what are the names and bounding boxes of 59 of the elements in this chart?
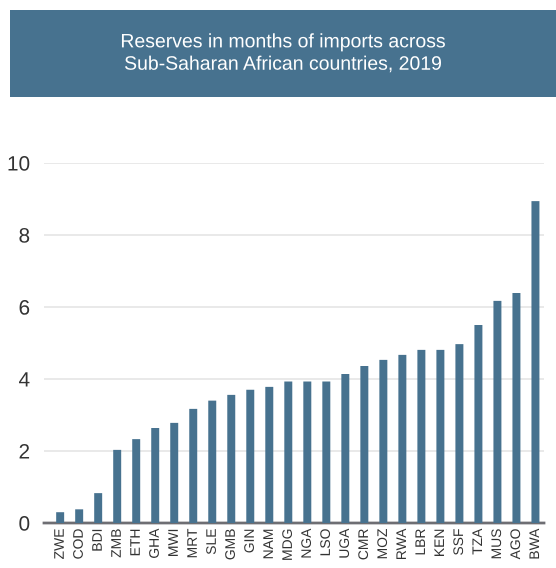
bar xyxy=(284,382,292,523)
y-tick-label: 2 xyxy=(20,444,30,459)
x-tick-label: GMB xyxy=(225,529,235,560)
x-tick-label: CMR xyxy=(358,529,368,560)
x-tick-label: UGA xyxy=(339,528,350,558)
bar xyxy=(227,394,236,523)
x-tick-label: GHA xyxy=(149,528,159,558)
y-tick-label: 10 xyxy=(8,156,30,171)
bar xyxy=(94,493,102,523)
x-tick-label: LBR xyxy=(415,529,425,554)
x-tick-label: TZA xyxy=(472,528,482,554)
y-tick-label: 8 xyxy=(19,228,30,243)
x-tick-label: MRT xyxy=(187,528,197,558)
x-tick-label: COD xyxy=(73,529,83,559)
bar xyxy=(322,382,330,523)
bar xyxy=(360,366,368,523)
bar xyxy=(417,350,426,523)
chart-title: Reserves in months of imports across Sub-Saharan African countries, 2019 xyxy=(122,33,445,72)
x-tick-label: NGA xyxy=(301,528,312,558)
x-tick-label: ZWE xyxy=(54,529,64,559)
y-tick-label: 6 xyxy=(20,300,30,315)
bar xyxy=(56,512,64,523)
x-tick-label: ETH xyxy=(130,530,140,556)
x-tick-label: AGO xyxy=(510,529,520,560)
x-tick-label: SLE xyxy=(206,529,216,554)
bar xyxy=(512,292,520,523)
bar xyxy=(265,386,274,523)
y-tick-label: 0 xyxy=(19,516,30,531)
x-tick-label: MUS xyxy=(491,529,502,558)
bar xyxy=(246,390,254,523)
bar xyxy=(303,382,312,523)
x-tick-label: MDG xyxy=(282,530,292,560)
x-tick-label: SSF xyxy=(453,529,464,555)
bar xyxy=(436,350,444,523)
x-tick-label: KEN xyxy=(434,530,444,556)
bar xyxy=(531,201,540,523)
bar xyxy=(341,374,350,523)
x-tick-label: ZMB xyxy=(111,529,121,558)
bar xyxy=(474,325,482,523)
bar xyxy=(170,422,178,523)
bar xyxy=(455,344,464,523)
x-tick-label: MWI xyxy=(168,530,178,556)
bar xyxy=(398,354,406,523)
bar xyxy=(132,439,140,523)
bar xyxy=(208,400,216,523)
bar xyxy=(113,450,122,523)
x-tick-label: NAM xyxy=(263,530,273,558)
bar xyxy=(379,360,388,523)
x-tick-label: BWA xyxy=(529,528,540,559)
x-tick-label: BDI xyxy=(92,530,102,551)
bar xyxy=(493,300,502,523)
bar xyxy=(75,509,84,523)
bar xyxy=(189,408,198,523)
x-tick-label: RWA xyxy=(396,528,406,560)
bar xyxy=(151,428,160,523)
x-tick-label: GIN xyxy=(244,530,254,553)
x-tick-label: LSO xyxy=(320,529,330,556)
y-tick-label: 4 xyxy=(19,372,30,387)
x-tick-label: MOZ xyxy=(377,528,388,558)
